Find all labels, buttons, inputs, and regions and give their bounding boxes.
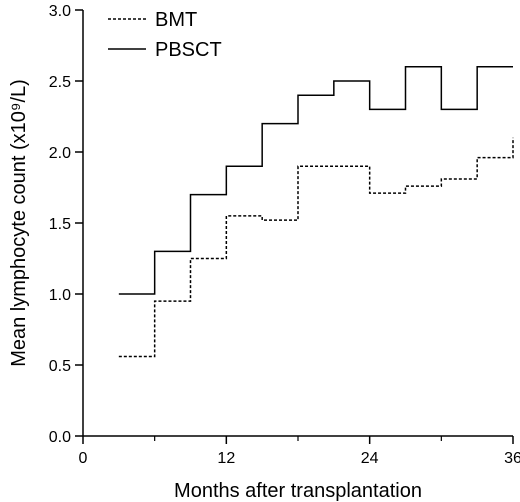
- x-tick-label: 12: [217, 450, 235, 467]
- series-line-bmt: [118, 137, 514, 358]
- legend-label-pbsct: PBSCT: [155, 39, 222, 61]
- y-tick-label: 1.0: [49, 287, 71, 304]
- x-tick-label: 36: [504, 450, 520, 467]
- y-tick-label: 0.5: [49, 358, 71, 375]
- y-tick-label: 3.0: [49, 3, 71, 20]
- x-tick-label: 0: [79, 450, 88, 467]
- y-tick-label: 2.5: [49, 74, 71, 91]
- legend-label-bmt: BMT: [155, 9, 197, 31]
- y-tick-label: 2.0: [49, 145, 71, 162]
- x-axis-label: Months after transplantation: [174, 480, 422, 502]
- y-ticks: 0.0 0.5 1.0 1.5 2.0 2.5 3.0: [49, 3, 83, 446]
- x-tick-label: 24: [361, 450, 379, 467]
- y-axis-label: Mean lymphocyte count (x10⁹/L): [8, 79, 30, 367]
- legend: BMT PBSCT: [108, 9, 222, 61]
- axes: [82, 10, 513, 437]
- y-tick-label: 0.0: [49, 429, 71, 446]
- x-ticks: 0 12 24 36: [79, 436, 520, 467]
- y-tick-label: 1.5: [49, 216, 71, 233]
- series-lines: [118, 66, 514, 358]
- series-line-pbsct: [118, 66, 513, 295]
